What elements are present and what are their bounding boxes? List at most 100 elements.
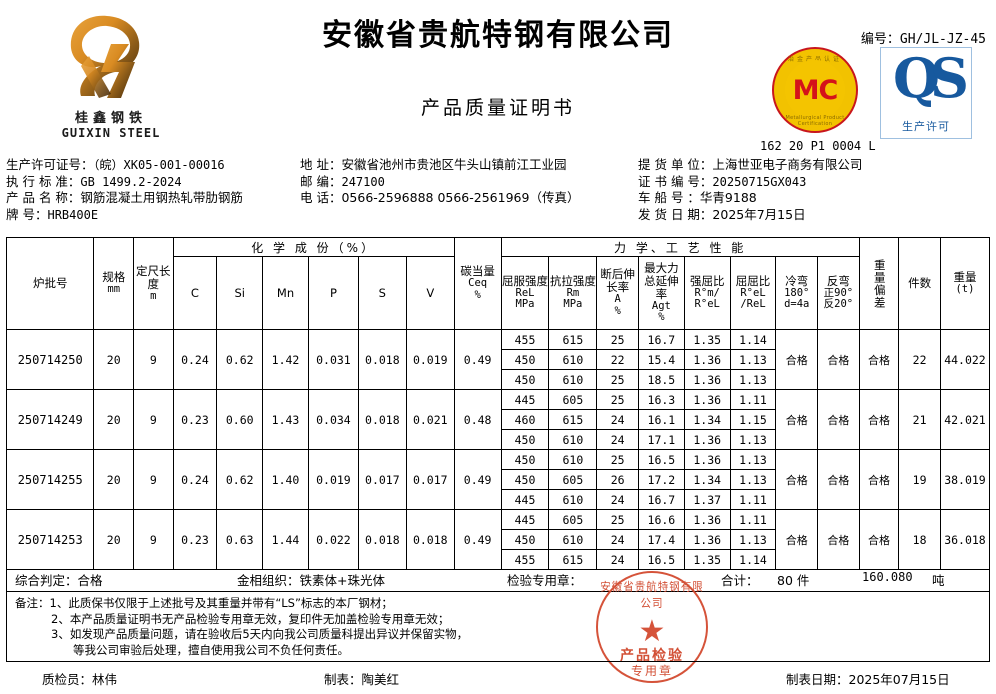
document-header: 桂鑫钢铁 GUIXIN STEEL 安徽省贵航特钢有限公司 产品质量证明书 编号…: [0, 0, 996, 155]
spec-cell: 20: [93, 509, 135, 570]
ceq-cell: 0.48: [453, 389, 502, 450]
ceq-cell: 0.49: [453, 509, 502, 570]
info-column-right: 提 货 单 位：上海世亚电子商务有限公司 证 书 编 号：20250715GX0…: [638, 157, 996, 223]
pieces-cell: 22: [898, 329, 941, 390]
mech-value: 26: [597, 469, 638, 490]
mech-tensile-cell: 615 610 610: [548, 329, 598, 390]
stamp-line1: 产品检验: [620, 648, 684, 664]
v-cell: 0.017: [405, 449, 455, 510]
v-cell: 0.021: [405, 389, 455, 450]
info-value: （皖）XK05-001-00016: [93, 158, 225, 172]
v-cell: 0.018: [405, 509, 455, 570]
page-title: 安徽省贵航特钢有限公司: [322, 18, 674, 53]
info-row: 产 品 名 称：钢筋混凝土用钢热轧带肋钢筋: [6, 190, 306, 207]
remarks-line: 等我公司审验后处理，擅自使用我公司不负任何责任。: [73, 642, 349, 657]
mech-ratio_rel-cell: 1.11 1.13 1.14: [729, 509, 777, 570]
mc-seal-ring-top: 冶金产品认证: [774, 54, 856, 63]
mech-value: 610: [549, 349, 597, 370]
mech-value: 1.36: [693, 432, 722, 447]
pieces-cell: 19: [898, 449, 941, 510]
mech-value: 1.11: [730, 510, 776, 530]
mech-agt-cell: 16.6 17.4 16.5: [637, 509, 685, 570]
mc-seal-ring-bottom: Metallurgical Product Certification: [785, 115, 845, 127]
mech-value: 18.5: [647, 372, 676, 387]
th-mechanical-group: 力 学、工 艺 性 能: [500, 237, 860, 257]
th-ceq: 碳当量 Ceq %: [453, 237, 502, 330]
weight-dev-cell: 合格: [858, 449, 900, 510]
th-mn: Mn: [262, 256, 309, 330]
th-yield-ratio: 屈屈比 R°eL /ReL: [729, 256, 777, 330]
si-cell: 0.63: [216, 509, 264, 570]
length-cell: 9: [133, 449, 174, 510]
table-header-row-1: 炉批号 规格 mm 定尺长度 m 化 学 成 份（%） 碳当量 Ceq % 力 …: [5, 237, 991, 330]
mech-value: 24: [597, 529, 638, 550]
table-row: 250714255 20 9 0.24 0.62 1.40 0.019 0.017 0.017 0…: [5, 449, 991, 510]
mech-value: 610: [562, 492, 584, 507]
mech-value: 1.13: [739, 372, 767, 387]
mech-value: 455: [514, 552, 536, 567]
summary-row: 综合判定：合格 金相组织：铁素体+珠光体 检验专用章： 合计： 80 件 160…: [6, 566, 990, 592]
preparer-name: 制表：陶美红: [324, 672, 400, 687]
mech-value: 460: [501, 409, 549, 430]
info-row: 邮 编：247100: [300, 174, 630, 191]
mech-value: 1.14: [730, 330, 776, 350]
total-weight-unit: 吨: [932, 573, 945, 588]
qs-seal-label: 生产许可: [902, 120, 950, 133]
qs-license-seal-icon: QS 生产许可: [880, 47, 972, 139]
metallography: 金相组织：铁素体+珠光体: [237, 573, 385, 588]
th-weight: 重量 (t): [939, 237, 991, 330]
mech-value: 24: [610, 432, 625, 447]
th-agt: 最大力总延伸率 Agt %: [637, 256, 685, 330]
mech-value: 1.13: [730, 450, 776, 470]
mech-value: 24: [610, 552, 625, 567]
table-header-row-2: C Si Mn P S V 屈服强度 ReL MPa 抗拉强度 Rm MPa 断…: [7, 256, 990, 330]
mech-value: 450: [501, 450, 549, 470]
total-weight: 160.080: [862, 570, 913, 584]
mech-value: 1.11: [730, 390, 776, 410]
document-footer: 质检员：林伟 制表：陶美红 制表日期：2025年07月15日: [6, 662, 990, 690]
remarks-text: 1、此质保书仅限于上述批号及其重量并带有“LS”标志的本厂钢材；: [49, 596, 393, 610]
mech-elong-cell: 25 24 24: [596, 389, 639, 450]
mech-ratio_rm-cell: 1.36 1.34 1.37: [683, 449, 731, 510]
info-row: 牌 号：HRB400E: [6, 207, 306, 224]
mech-yield-cell: 445 460 450: [500, 389, 550, 450]
batch-cell: 250714250: [5, 329, 95, 390]
mech-ratio_rel-cell: 1.14 1.13 1.13: [729, 329, 777, 390]
mech-value: 1.35: [693, 552, 722, 567]
info-row: 地 址：安徽省池州市贵池区牛头山镇前江工业园: [300, 157, 630, 174]
th-s: S: [357, 256, 407, 330]
c-cell: 0.24: [172, 449, 218, 510]
mech-ratio_rel-cell: 1.13 1.13 1.11: [729, 449, 777, 510]
logo-text-cn: 桂鑫钢铁: [74, 111, 147, 126]
certificate-data-table: 炉批号 规格 mm 定尺长度 m 化 学 成 份（%） 碳当量 Ceq % 力 …: [5, 237, 991, 570]
weight-cell: 38.019: [939, 449, 991, 510]
th-cold-bend: 冷弯 180° d=4a: [775, 256, 819, 330]
th-strength-ratio: 强屈比 R°m/ R°eL: [683, 256, 731, 330]
si-cell: 0.62: [216, 329, 264, 390]
mech-value: 16.1: [638, 409, 684, 430]
ceq-cell: 0.49: [453, 449, 502, 510]
stamp-star-icon: ★: [638, 615, 666, 648]
th-v: V: [405, 256, 455, 330]
remarks-block: 备注：1、此质保书仅限于上述批号及其重量并带有“LS”标志的本厂钢材； 2、本产…: [6, 592, 990, 662]
mech-elong-cell: 25 26 24: [596, 449, 639, 510]
mech-value: 445: [501, 510, 549, 530]
mech-value: 1.14: [739, 552, 767, 567]
mech-value: 17.1: [647, 432, 676, 447]
length-cell: 9: [133, 389, 174, 450]
mech-value: 1.11: [739, 492, 767, 507]
th-length: 定尺长度 m: [133, 237, 174, 330]
mech-agt-cell: 16.3 16.1 17.1: [637, 389, 685, 450]
th-chemical-group: 化 学 成 份（%）: [172, 237, 455, 257]
info-value: 2025年7月15日: [712, 206, 806, 222]
th-yield: 屈服强度 ReL MPa: [500, 256, 550, 330]
bend-cell: 合格: [775, 449, 819, 510]
mech-value: 615: [549, 409, 597, 430]
logo-text-en: GUIXIN STEEL: [61, 126, 161, 140]
th-tensile: 抗拉强度 Rm MPa: [548, 256, 598, 330]
spec-cell: 20: [93, 329, 135, 390]
info-label: 证 书 编 号：: [638, 173, 713, 189]
mech-tensile-cell: 605 610 615: [548, 509, 598, 570]
bend-cell: 合格: [775, 389, 819, 450]
